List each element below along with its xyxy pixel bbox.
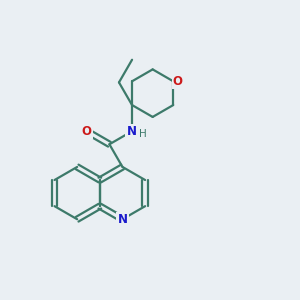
Text: O: O	[82, 125, 92, 138]
Text: H: H	[140, 129, 147, 139]
Text: N: N	[127, 125, 136, 138]
Text: O: O	[173, 75, 183, 88]
Text: N: N	[118, 213, 128, 226]
